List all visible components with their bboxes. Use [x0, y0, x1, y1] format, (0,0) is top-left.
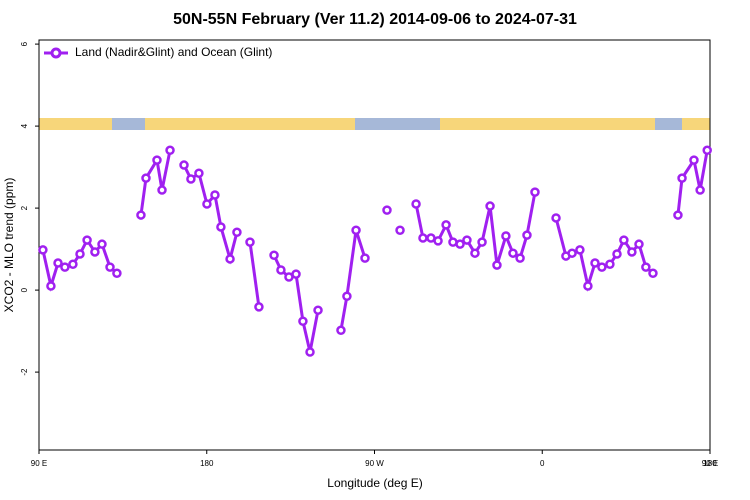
- legend: Land (Nadir&Glint) and Ocean (Glint): [44, 45, 272, 59]
- y-tick-label: 6: [20, 41, 29, 46]
- data-point: [695, 185, 705, 195]
- data-point: [551, 213, 561, 223]
- data-point: [418, 233, 428, 243]
- data-point: [597, 262, 607, 272]
- data-point: [395, 225, 405, 235]
- data-point: [46, 281, 56, 291]
- data-point: [216, 222, 226, 232]
- data-point: [53, 258, 63, 268]
- data-point: [530, 187, 540, 197]
- data-point: [298, 316, 308, 327]
- data-point: [605, 259, 615, 270]
- data-point: [38, 245, 48, 255]
- data-point: [60, 262, 70, 272]
- y-tick-label: 0: [20, 287, 29, 292]
- data-point: [75, 249, 85, 259]
- x-tick-label: 0: [540, 459, 545, 468]
- data-point: [254, 302, 264, 312]
- data-point: [501, 231, 511, 241]
- data-point: [492, 260, 502, 270]
- data-point: [634, 239, 644, 249]
- data-point: [90, 247, 100, 257]
- data-point: [313, 305, 323, 315]
- data-point: [677, 173, 687, 183]
- data-point: [194, 168, 204, 178]
- data-point: [186, 174, 196, 184]
- data-point: [590, 258, 600, 268]
- legend-marker: [50, 47, 62, 59]
- data-point: [342, 291, 352, 301]
- data-point: [82, 235, 92, 245]
- data-point: [702, 145, 712, 156]
- data-point: [575, 245, 585, 255]
- data-point: [105, 262, 115, 272]
- data-point: [225, 254, 235, 264]
- data-point: [411, 199, 421, 209]
- data-point: [232, 227, 242, 238]
- x-tick-label: 90 W: [365, 459, 384, 468]
- data-point: [641, 262, 651, 272]
- data-point: [336, 325, 346, 336]
- data-point: [648, 268, 658, 279]
- data-point: [441, 220, 451, 230]
- data-point: [477, 237, 487, 247]
- data-point: [689, 155, 699, 165]
- data-point: [165, 145, 175, 156]
- series-line: [248, 241, 261, 308]
- data-point: [68, 259, 78, 270]
- data-point: [245, 237, 255, 247]
- data-point: [136, 210, 146, 220]
- data-point: [97, 239, 107, 249]
- data-point: [612, 249, 622, 259]
- y-axis-label: XCO2 - MLO trend (ppm): [2, 178, 16, 313]
- data-point: [567, 248, 577, 258]
- y-tick-label: 4: [20, 123, 29, 128]
- data-point: [202, 199, 212, 209]
- x-tick-label: 90 E: [31, 459, 47, 468]
- legend-label: Land (Nadir&Glint) and Ocean (Glint): [75, 45, 272, 59]
- data-point: [382, 205, 392, 215]
- data-point: [673, 210, 683, 220]
- data-point: [269, 250, 279, 260]
- data-point: [515, 253, 525, 263]
- data-point: [462, 235, 472, 245]
- data-point: [305, 347, 315, 357]
- data-point: [583, 281, 593, 291]
- data-point: [627, 247, 637, 257]
- land-ocean-strip: [39, 118, 710, 130]
- data-point: [152, 155, 162, 165]
- data-point: [455, 239, 465, 249]
- data-point: [508, 248, 518, 258]
- data-point: [351, 225, 361, 235]
- data-point: [291, 269, 301, 279]
- data-point: [179, 160, 189, 170]
- x-tick-label: 90 E: [702, 459, 718, 468]
- data-point: [157, 185, 167, 195]
- x-axis-label: Longitude (deg E): [327, 476, 422, 490]
- data-point: [360, 253, 370, 263]
- data-point: [210, 190, 220, 200]
- data-point: [276, 265, 286, 275]
- x-tick-label: 180: [200, 459, 214, 468]
- data-point: [470, 248, 480, 258]
- data-point: [433, 236, 443, 246]
- y-tick-label: -2: [20, 368, 29, 376]
- x-tick-label: 180: [703, 459, 717, 468]
- plot-frame: [38, 39, 711, 451]
- data-point: [485, 201, 495, 211]
- data-point: [112, 268, 122, 279]
- y-tick-label: 2: [20, 205, 29, 210]
- chart-title: 50N-55N February (Ver 11.2) 2014-09-06 t…: [173, 11, 577, 28]
- data-point: [141, 173, 151, 183]
- data-point: [522, 230, 532, 240]
- data-point: [619, 235, 629, 245]
- series-line: [339, 229, 367, 331]
